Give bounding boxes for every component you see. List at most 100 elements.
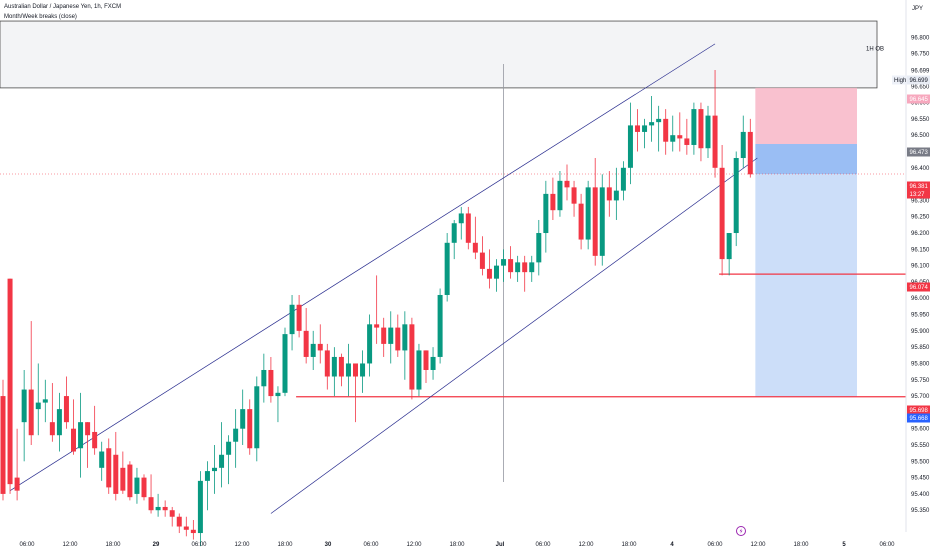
candle-body: [197, 480, 203, 534]
candle: [747, 118, 753, 178]
candle-body: [423, 350, 429, 370]
candle-body: [49, 422, 55, 436]
price-tag-bg: [907, 413, 930, 423]
candle: [649, 96, 655, 142]
candle-body: [747, 131, 753, 175]
candle: [627, 102, 633, 185]
candle-body: [606, 187, 612, 201]
candle: [275, 386, 281, 423]
time-axis[interactable]: 06:00 12:00 18:00 29 06:00 12:00 18:00 30 06:00 1…: [19, 542, 895, 548]
time-tick-label: 12:00: [62, 542, 78, 548]
candle: [296, 294, 302, 338]
candle: [515, 255, 521, 282]
candle-body: [367, 324, 373, 364]
price-tick-label: 96.550: [911, 117, 930, 123]
candle-body: [494, 265, 499, 279]
candle: [331, 347, 337, 397]
candle-body: [148, 497, 154, 511]
candle: [303, 308, 309, 364]
candle: [437, 288, 443, 364]
chart-title: Australian Dollar / Japanese Yen, 1h, FX…: [4, 4, 122, 10]
price-axis[interactable]: 96.80096.75096.69996.65096.60096.55096.5…: [911, 35, 930, 514]
time-tick-label: 12:00: [406, 542, 422, 548]
candle: [71, 399, 76, 455]
candle-body: [92, 431, 98, 449]
candle-body: [444, 242, 450, 295]
candle: [63, 376, 69, 429]
candle: [684, 118, 690, 155]
candle-body: [733, 158, 739, 234]
candle: [557, 171, 563, 217]
candle-body: [226, 441, 232, 455]
lines-layer: [0, 43, 906, 514]
candle: [409, 317, 415, 400]
price-tick-label: 96.100: [911, 264, 930, 270]
price-tick-label: 95.900: [911, 329, 930, 335]
stop-loss-zone: [755, 87, 857, 144]
candle-body: [529, 262, 535, 273]
candle: [162, 500, 168, 517]
replay-icon[interactable]: [736, 526, 746, 536]
candle-body: [536, 233, 542, 263]
order-block-zone: [0, 20, 878, 89]
time-tick-label: 06:00: [19, 542, 35, 548]
candle: [606, 171, 612, 217]
candle: [345, 343, 351, 397]
candle-body: [712, 115, 718, 168]
candle: [663, 109, 669, 155]
candle: [620, 161, 626, 201]
candle: [353, 363, 358, 423]
candle-body: [585, 187, 591, 240]
candle: [451, 219, 457, 260]
price-tick-label: 96.800: [911, 35, 930, 41]
indicator-label[interactable]: Month/Week breaks (close): [4, 14, 77, 20]
candle: [14, 428, 20, 501]
candle: [155, 493, 161, 517]
price-tag-bg: [907, 94, 930, 104]
candle-body: [486, 268, 492, 279]
time-tick-label: 06:00: [879, 542, 895, 548]
candle: [543, 180, 549, 253]
candle: [494, 259, 499, 292]
candle: [0, 379, 6, 501]
candle: [141, 474, 147, 501]
candle: [56, 392, 62, 452]
candle-body: [162, 506, 168, 511]
price-tag-bg: [907, 147, 930, 157]
price-tick-label: 95.500: [911, 459, 930, 465]
candle-body: [719, 167, 725, 260]
price-tick-label: 96.200: [911, 231, 930, 237]
candle: [268, 356, 274, 403]
price-tag-bg: [907, 189, 930, 199]
take-profit-zone: [755, 173, 857, 397]
candle-body: [99, 451, 105, 468]
candle: [536, 219, 542, 276]
time-tick-label: 29: [153, 542, 160, 548]
candle-body: [289, 304, 295, 335]
candle-body: [71, 428, 76, 452]
candle: [458, 206, 464, 240]
candle: [49, 383, 55, 442]
candle: [670, 115, 676, 152]
time-tick-label: 18:00: [793, 542, 809, 548]
candle: [120, 451, 126, 494]
price-tick-label: 96.650: [911, 84, 930, 90]
candle-body: [275, 392, 281, 397]
candle: [740, 115, 746, 168]
candle-body: [85, 422, 91, 436]
candle-body: [183, 526, 189, 530]
price-tag-value: 96.473: [910, 150, 929, 156]
candle: [501, 249, 507, 282]
candle: [35, 363, 41, 436]
order-block-label: 1H OB: [866, 46, 884, 52]
candle: [233, 409, 239, 468]
candle: [472, 216, 478, 260]
candle: [578, 193, 584, 250]
price-tick-label: 96.699: [911, 68, 930, 74]
candle: [465, 206, 471, 250]
candle: [444, 233, 450, 302]
tag-label-bg: [892, 75, 907, 85]
candle-body: [458, 213, 464, 224]
time-tick-label: 18:00: [277, 542, 293, 548]
